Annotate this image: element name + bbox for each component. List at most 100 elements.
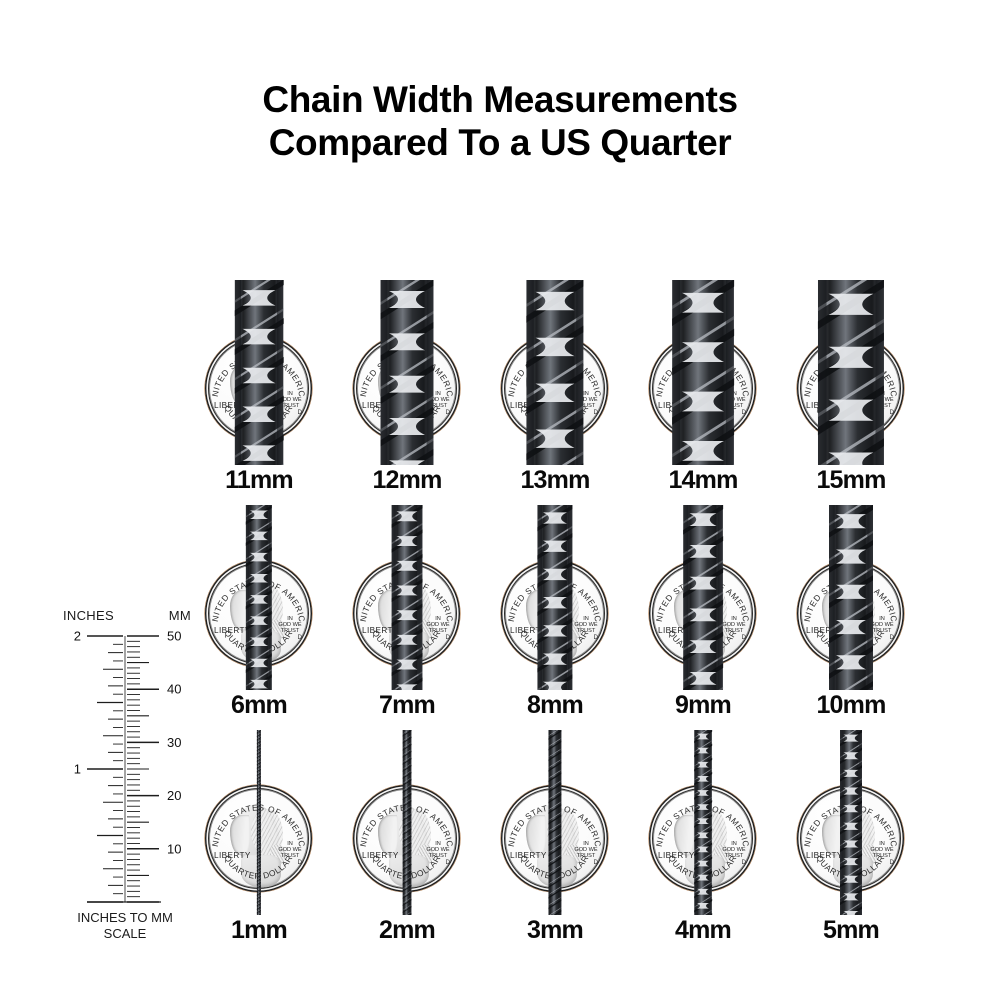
chain-graphic bbox=[234, 280, 284, 465]
coin-legend-trust-line: GOD WE bbox=[426, 397, 450, 404]
ruler-mm-label: 50 bbox=[167, 630, 181, 644]
chain-link-aperture bbox=[535, 429, 575, 448]
coin-mintmark: D bbox=[593, 634, 598, 641]
chain-link-aperture bbox=[843, 840, 859, 848]
coin-legend-trust-line: IN bbox=[435, 391, 441, 397]
chain-size-label: 11mm bbox=[225, 466, 293, 494]
chain-sample-cell[interactable]: UNITED STATES OF AMERICAQUARTER DOLLARLI… bbox=[481, 730, 629, 955]
chain-link-aperture bbox=[250, 574, 268, 583]
title-line-2: Compared To a US Quarter bbox=[268, 122, 732, 163]
ruler-header: INCHES MM bbox=[55, 608, 195, 626]
chain-sample-cell[interactable]: UNITED STATES OF AMERICAQUARTER DOLLARLI… bbox=[185, 505, 333, 730]
chain-link-aperture bbox=[242, 290, 276, 306]
chain-link-aperture bbox=[389, 291, 425, 308]
chain-sample bbox=[683, 505, 723, 690]
chain-sample-cell[interactable]: UNITED STATES OF AMERICAQUARTER DOLLARLI… bbox=[333, 505, 481, 730]
coin-mintmark: D bbox=[593, 859, 598, 866]
chain-link-aperture bbox=[543, 568, 567, 581]
chain-sample-cell[interactable]: UNITED STATES OF AMERICAQUARTER DOLLARLI… bbox=[629, 280, 777, 505]
chain-link-aperture bbox=[843, 769, 859, 777]
chain-link-aperture bbox=[836, 549, 866, 564]
chain-link-aperture bbox=[543, 540, 567, 552]
ruler-inch-label: 2 bbox=[74, 630, 81, 644]
coin-legend-trust-line: IN bbox=[879, 841, 885, 847]
coin-legend-trust-line: IN bbox=[583, 616, 589, 622]
coin-legend-trust-line: GOD WE bbox=[722, 397, 746, 404]
coin-legend-trust-line: GOD WE bbox=[870, 847, 894, 854]
chain-sample-cell[interactable]: UNITED STATES OF AMERICAQUARTER DOLLARLI… bbox=[629, 730, 777, 955]
chain-sample-cell[interactable]: UNITED STATES OF AMERICAQUARTER DOLLARLI… bbox=[333, 730, 481, 955]
ruler-mm-label: 10 bbox=[167, 841, 181, 856]
coin-legend-liberty: LIBERTY bbox=[214, 626, 251, 635]
coin-legend-trust-line: GOD WE bbox=[278, 622, 302, 629]
chain-link-aperture bbox=[250, 552, 268, 562]
coin-legend-trust-line: GOD WE bbox=[278, 847, 302, 854]
chain-sample-cell[interactable]: UNITED STATES OF AMERICAQUARTER DOLLARLI… bbox=[777, 505, 925, 730]
chain-link-aperture bbox=[697, 761, 709, 768]
coin-chain-stage: UNITED STATES OF AMERICAQUARTER DOLLARLI… bbox=[205, 280, 313, 465]
chain-link-aperture bbox=[543, 597, 567, 609]
chain-link-aperture bbox=[543, 653, 567, 665]
coin-chain-stage: UNITED STATES OF AMERICAQUARTER DOLLARLI… bbox=[353, 280, 461, 465]
coin-chain-stage: UNITED STATES OF AMERICAQUARTER DOLLARLI… bbox=[797, 730, 905, 915]
chain-link-aperture bbox=[389, 375, 425, 393]
chain-sample-cell[interactable]: UNITED STATES OF AMERICAQUARTER DOLLARLI… bbox=[333, 280, 481, 505]
chain-link-aperture bbox=[697, 888, 709, 895]
chain-link-aperture bbox=[697, 846, 709, 853]
chain-sample-cell[interactable]: UNITED STATES OF AMERICAQUARTER DOLLARLI… bbox=[777, 280, 925, 505]
chain-link-aperture bbox=[689, 672, 717, 685]
chain-size-label: 4mm bbox=[675, 916, 732, 944]
chain-sample-cell[interactable]: UNITED STATES OF AMERICAQUARTER DOLLARLI… bbox=[481, 505, 629, 730]
coin-chain-stage: UNITED STATES OF AMERICAQUARTER DOLLARLI… bbox=[353, 505, 461, 690]
chain-graphic bbox=[245, 505, 273, 690]
chain-link-aperture bbox=[682, 292, 724, 313]
coin-legend-trust-line: IN bbox=[879, 616, 885, 622]
coin-chain-stage: UNITED STATES OF AMERICAQUARTER DOLLARLI… bbox=[205, 730, 313, 915]
chain-link-aperture bbox=[843, 858, 859, 866]
chain-sample-cell[interactable]: UNITED STATES OF AMERICAQUARTER DOLLARLI… bbox=[185, 280, 333, 505]
chain-link-aperture bbox=[389, 460, 425, 465]
coin-legend-trust-line: GOD WE bbox=[278, 397, 302, 404]
coin-mintmark: D bbox=[889, 859, 894, 866]
chain-link-aperture bbox=[689, 545, 717, 558]
coin-mintmark: D bbox=[445, 859, 450, 866]
chain-graphic bbox=[548, 730, 562, 915]
chain-link-aperture bbox=[697, 804, 709, 810]
chain-sample bbox=[245, 505, 273, 690]
chain-size-label: 14mm bbox=[668, 466, 738, 494]
coin-chain-stage: UNITED STATES OF AMERICAQUARTER DOLLARLI… bbox=[649, 505, 757, 690]
chain-link-aperture bbox=[682, 441, 724, 461]
chain-size-label: 2mm bbox=[379, 916, 436, 944]
chain-row: UNITED STATES OF AMERICAQUARTER DOLLARLI… bbox=[185, 505, 985, 730]
chain-sample-cell[interactable]: UNITED STATES OF AMERICAQUARTER DOLLARLI… bbox=[629, 505, 777, 730]
chain-link-aperture bbox=[697, 776, 709, 782]
chain-link-aperture bbox=[843, 734, 859, 742]
chain-link-aperture bbox=[836, 584, 866, 599]
chain-link-aperture bbox=[843, 805, 859, 813]
chain-link-aperture bbox=[828, 399, 874, 421]
chain-graphic bbox=[817, 280, 885, 465]
chain-link-aperture bbox=[543, 681, 567, 690]
chain-sample-cell[interactable]: UNITED STATES OF AMERICAQUARTER DOLLARLI… bbox=[777, 730, 925, 955]
chain-link-aperture bbox=[250, 658, 268, 668]
chain-sample-cell[interactable]: UNITED STATES OF AMERICAQUARTER DOLLARLI… bbox=[481, 280, 629, 505]
coin-legend-trust-line: TRUST bbox=[428, 853, 448, 860]
coin-mintmark: D bbox=[889, 634, 894, 641]
chain-link-aperture bbox=[697, 832, 709, 839]
coin-legend-trust-line: TRUST bbox=[576, 628, 596, 635]
coin-legend-arcs: UNITED STATES OF AMERICAQUARTER DOLLAR bbox=[205, 785, 307, 881]
coin-legend-liberty: LIBERTY bbox=[806, 626, 843, 635]
chain-sample-cell[interactable]: UNITED STATES OF AMERICAQUARTER DOLLARLI… bbox=[185, 730, 333, 955]
chain-link-aperture bbox=[843, 893, 859, 901]
chain-link-aperture bbox=[396, 634, 418, 645]
chain-link-aperture bbox=[843, 875, 859, 883]
chain-graphic bbox=[537, 505, 573, 690]
coin-legend-trust-line: IN bbox=[435, 841, 441, 847]
